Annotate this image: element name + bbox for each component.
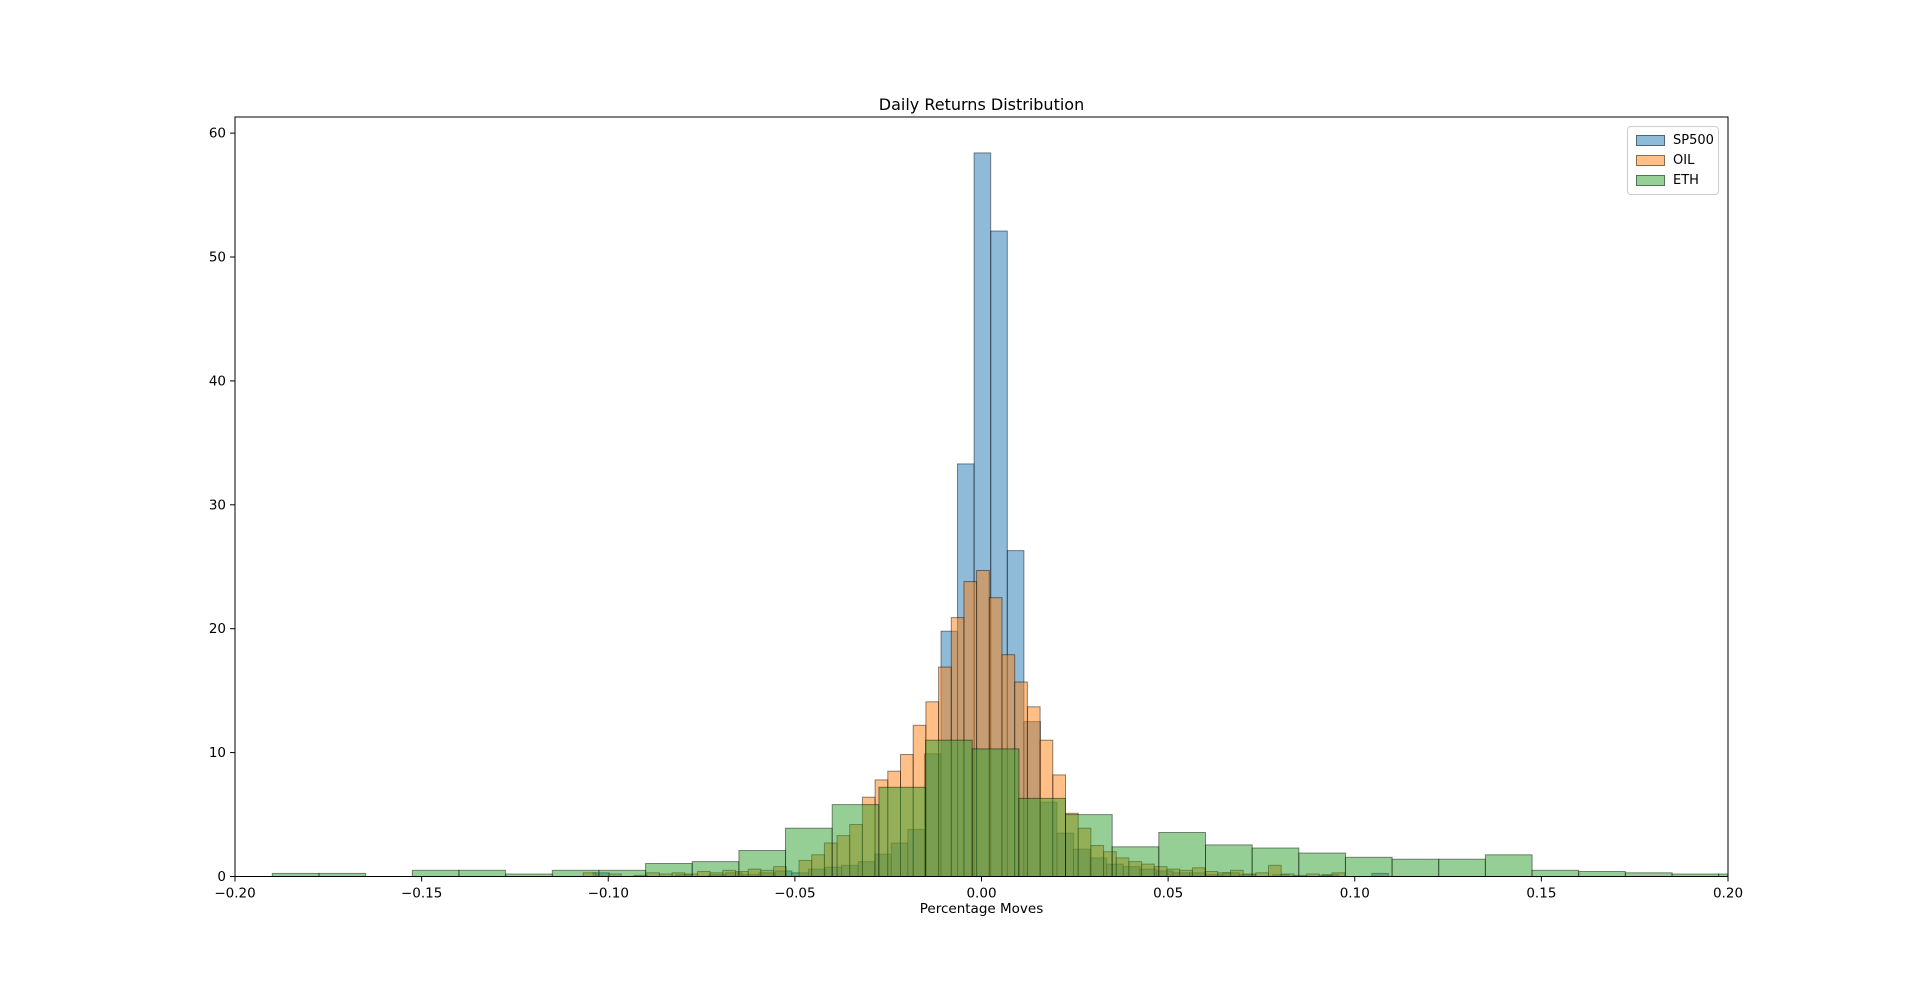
legend-swatch-sp500-icon	[1636, 135, 1665, 146]
series-ETH-bars	[271, 739, 1729, 878]
histogram-bar	[1111, 846, 1160, 877]
histogram-bar	[785, 827, 833, 878]
histogram-bar	[598, 869, 647, 877]
histogram-bar	[925, 739, 973, 878]
x-tick-label: 0.00	[966, 886, 996, 902]
y-tick-label: 10	[209, 745, 226, 761]
histogram-bar	[1018, 797, 1066, 878]
histogram-bar	[1065, 814, 1113, 877]
histogram-bar	[1438, 858, 1486, 878]
histogram-bar	[1251, 847, 1300, 877]
legend-item-eth: ETH	[1636, 174, 1709, 187]
histogram-bar	[1484, 854, 1533, 877]
legend-item-oil: OIL	[1636, 154, 1709, 167]
legend-label-oil: OIL	[1673, 153, 1695, 168]
x-tick-label: 0.15	[1526, 886, 1556, 902]
x-tick-label: −0.05	[774, 886, 815, 902]
legend-item-sp500: SP500	[1636, 134, 1714, 147]
y-tick-label: 20	[209, 621, 226, 637]
histogram-bar	[831, 804, 880, 877]
y-tick-label: 0	[217, 869, 226, 885]
x-tick-label: 0.20	[1713, 886, 1743, 902]
histogram-bar	[1624, 872, 1673, 877]
legend-swatch-oil-icon	[1636, 155, 1665, 166]
histogram-bar	[458, 869, 507, 877]
legend: SP500 OIL ETH	[1627, 126, 1719, 195]
y-tick-label: 40	[209, 373, 226, 389]
x-tick-label: −0.10	[588, 886, 629, 902]
x-tick-label: 0.10	[1340, 886, 1370, 902]
histogram-bar	[1158, 832, 1207, 877]
histogram-bar	[645, 863, 693, 877]
legend-label-eth: ETH	[1673, 173, 1699, 188]
x-tick-label: 0.05	[1153, 886, 1183, 902]
histogram-bar	[878, 786, 927, 877]
histogram-bar	[1531, 869, 1580, 877]
legend-label-sp500: SP500	[1673, 133, 1714, 148]
x-tick-label: −0.15	[401, 886, 442, 902]
histogram-bar	[1578, 871, 1626, 877]
legend-swatch-eth-icon	[1636, 175, 1665, 186]
y-tick-label: 30	[209, 497, 226, 513]
histogram-bar	[411, 869, 460, 877]
histogram-bar	[1205, 844, 1253, 878]
histogram-bar	[1298, 852, 1347, 877]
chart-title: Daily Returns Distribution	[878, 95, 1085, 114]
histogram-bar	[1391, 858, 1440, 878]
histogram-bar	[551, 869, 600, 877]
histogram-bar	[738, 850, 787, 877]
x-axis-label: Percentage Moves	[919, 901, 1044, 917]
histogram-bar	[691, 861, 740, 877]
y-tick-label: 50	[209, 250, 226, 266]
histogram-bar	[1344, 856, 1393, 877]
histogram-bar	[971, 748, 1020, 878]
y-tick-label: 60	[209, 126, 226, 142]
x-tick-label: −0.20	[214, 886, 255, 902]
